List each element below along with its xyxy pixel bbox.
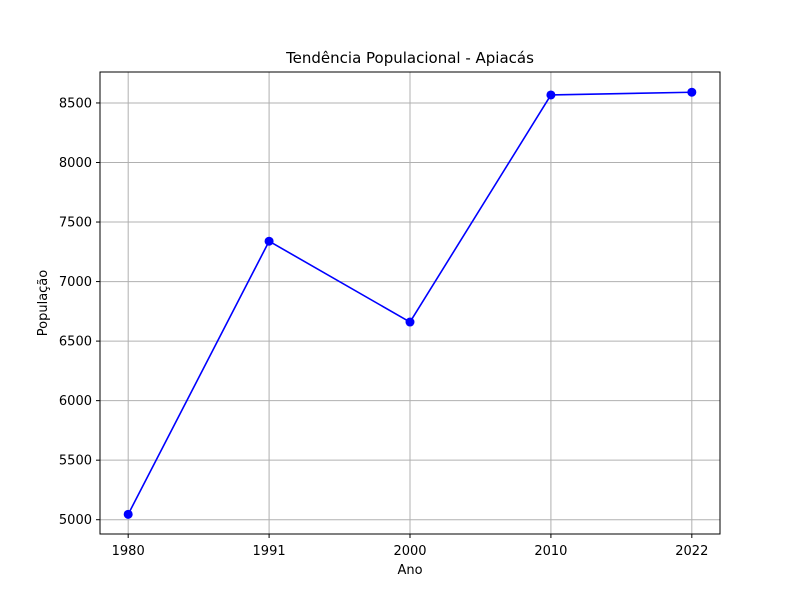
y-tick-label: 8000: [59, 156, 92, 171]
y-tick-label: 7000: [59, 275, 92, 290]
x-tick-label: 1980: [112, 544, 145, 559]
data-series: [123, 87, 697, 519]
x-tick-label: 1991: [253, 544, 286, 559]
y-tick-label: 5000: [59, 513, 92, 528]
axis-ticks: 1980 1991 2000 2010 2022 5000 5500 6000 6500 7000…: [59, 96, 708, 559]
y-tick-label: 7500: [59, 216, 92, 231]
x-tick-label: 2000: [393, 544, 426, 559]
data-point: [546, 90, 556, 100]
data-point: [687, 87, 697, 97]
y-tick-label: 8500: [59, 96, 92, 111]
chart-title: Tendência Populacional - Apiacás: [285, 49, 534, 67]
grid-lines: [100, 72, 720, 534]
y-tick-label: 5500: [59, 454, 92, 469]
data-point: [264, 236, 274, 246]
x-tick-label: 2022: [675, 544, 708, 559]
x-tick-label: 2010: [534, 544, 567, 559]
y-axis-title: População: [36, 270, 51, 337]
y-tick-label: 6500: [59, 335, 92, 350]
data-point: [123, 509, 133, 519]
x-axis-title: Ano: [397, 563, 422, 578]
data-point: [405, 317, 415, 327]
y-tick-label: 6000: [59, 394, 92, 409]
